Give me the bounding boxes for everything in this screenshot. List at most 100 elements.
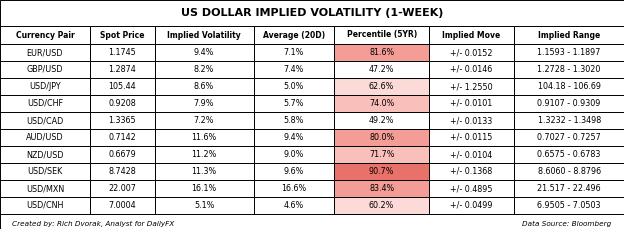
Text: 1.3232 - 1.3498: 1.3232 - 1.3498 <box>537 116 601 125</box>
Bar <box>90 129 155 146</box>
Text: 9.4%: 9.4% <box>284 133 305 142</box>
Text: 22.007: 22.007 <box>109 184 136 193</box>
Text: +/- 0.0133: +/- 0.0133 <box>451 116 493 125</box>
Bar <box>514 163 624 180</box>
Bar <box>155 78 253 95</box>
Text: 6.9505 - 7.0503: 6.9505 - 7.0503 <box>537 201 601 210</box>
Text: USD/CNH: USD/CNH <box>26 201 64 210</box>
Bar <box>0 61 90 78</box>
Text: AUD/USD: AUD/USD <box>26 133 64 142</box>
Text: Percentile (5YR): Percentile (5YR) <box>346 30 417 39</box>
Text: USD/CHF: USD/CHF <box>27 99 63 108</box>
Text: GBP/USD: GBP/USD <box>27 65 63 74</box>
Text: 62.6%: 62.6% <box>369 82 394 91</box>
Bar <box>334 112 429 129</box>
Text: 90.7%: 90.7% <box>369 167 394 176</box>
Bar <box>253 44 334 61</box>
Bar <box>514 95 624 112</box>
Bar <box>155 180 253 197</box>
Text: 0.7027 - 0.7257: 0.7027 - 0.7257 <box>537 133 601 142</box>
Text: 11.3%: 11.3% <box>192 167 217 176</box>
Bar <box>0 163 90 180</box>
Text: 8.7428: 8.7428 <box>109 167 136 176</box>
Text: Implied Range: Implied Range <box>538 30 600 39</box>
Bar <box>253 129 334 146</box>
Text: 8.6%: 8.6% <box>194 82 214 91</box>
Bar <box>155 44 253 61</box>
Bar <box>429 95 514 112</box>
Bar <box>334 61 429 78</box>
Bar <box>0 44 90 61</box>
Bar <box>253 146 334 163</box>
Text: 4.6%: 4.6% <box>284 201 304 210</box>
Text: USD/JPY: USD/JPY <box>29 82 61 91</box>
Bar <box>334 95 429 112</box>
Bar <box>429 163 514 180</box>
Text: 47.2%: 47.2% <box>369 65 394 74</box>
Text: 16.1%: 16.1% <box>192 184 217 193</box>
Text: 16.6%: 16.6% <box>281 184 306 193</box>
Text: Data Source: Bloomberg: Data Source: Bloomberg <box>522 221 612 226</box>
Text: Implied Move: Implied Move <box>442 30 500 39</box>
Bar <box>514 26 624 44</box>
Bar <box>429 146 514 163</box>
Bar <box>0 26 90 44</box>
Text: 0.6575 - 0.6783: 0.6575 - 0.6783 <box>537 150 601 159</box>
Text: +/- 0.0499: +/- 0.0499 <box>451 201 493 210</box>
Text: 7.2%: 7.2% <box>194 116 215 125</box>
Bar <box>90 95 155 112</box>
Bar <box>514 146 624 163</box>
Bar <box>429 180 514 197</box>
Text: +/- 0.4895: +/- 0.4895 <box>451 184 493 193</box>
Bar <box>0 180 90 197</box>
Bar <box>155 61 253 78</box>
Text: 7.0004: 7.0004 <box>109 201 136 210</box>
Text: +/- 0.0104: +/- 0.0104 <box>451 150 493 159</box>
Bar <box>253 112 334 129</box>
Bar <box>334 146 429 163</box>
Text: USD/MXN: USD/MXN <box>26 184 64 193</box>
Text: US DOLLAR IMPLIED VOLATILITY (1-WEEK): US DOLLAR IMPLIED VOLATILITY (1-WEEK) <box>181 8 443 18</box>
Bar <box>253 61 334 78</box>
Bar <box>429 197 514 214</box>
Text: +/- 1.2550: +/- 1.2550 <box>451 82 493 91</box>
Text: USD/SEK: USD/SEK <box>27 167 62 176</box>
Text: 0.7142: 0.7142 <box>109 133 136 142</box>
Text: 8.2%: 8.2% <box>194 65 214 74</box>
Text: 1.2728 - 1.3020: 1.2728 - 1.3020 <box>537 65 601 74</box>
Text: 8.6060 - 8.8796: 8.6060 - 8.8796 <box>538 167 601 176</box>
Bar <box>90 112 155 129</box>
Bar <box>514 61 624 78</box>
Text: 60.2%: 60.2% <box>369 201 394 210</box>
Text: Spot Price: Spot Price <box>100 30 145 39</box>
Bar <box>334 129 429 146</box>
Text: 5.8%: 5.8% <box>284 116 305 125</box>
Bar <box>429 61 514 78</box>
Bar <box>514 129 624 146</box>
Text: 0.9107 - 0.9309: 0.9107 - 0.9309 <box>537 99 601 108</box>
Text: 0.6679: 0.6679 <box>109 150 136 159</box>
Bar <box>334 197 429 214</box>
Bar <box>253 163 334 180</box>
Bar <box>514 112 624 129</box>
Bar <box>0 197 90 214</box>
Bar <box>0 0 624 26</box>
Text: +/- 0.0152: +/- 0.0152 <box>451 48 493 57</box>
Text: 1.1745: 1.1745 <box>109 48 136 57</box>
Bar <box>155 163 253 180</box>
Bar <box>514 78 624 95</box>
Bar <box>90 61 155 78</box>
Bar <box>429 112 514 129</box>
Text: 11.2%: 11.2% <box>192 150 217 159</box>
Text: 21.517 - 22.496: 21.517 - 22.496 <box>537 184 601 193</box>
Text: 83.4%: 83.4% <box>369 184 394 193</box>
Bar <box>429 26 514 44</box>
Bar <box>90 78 155 95</box>
Bar <box>90 197 155 214</box>
Text: +/- 0.0101: +/- 0.0101 <box>451 99 493 108</box>
Bar <box>334 180 429 197</box>
Text: 9.0%: 9.0% <box>284 150 305 159</box>
Text: 74.0%: 74.0% <box>369 99 394 108</box>
Text: 5.0%: 5.0% <box>284 82 305 91</box>
Text: 71.7%: 71.7% <box>369 150 394 159</box>
